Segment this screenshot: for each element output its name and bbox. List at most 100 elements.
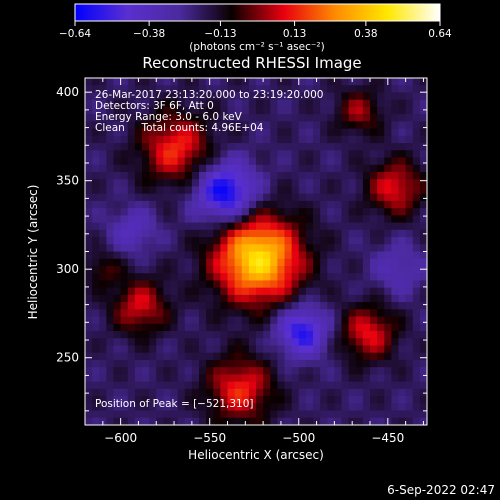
heatmap-cell xyxy=(99,208,107,216)
heatmap-cell xyxy=(306,252,314,260)
heatmap-cell xyxy=(285,186,293,194)
heatmap-cell xyxy=(85,201,93,209)
heatmap-cell xyxy=(292,143,300,151)
heatmap-cell xyxy=(349,389,357,397)
heatmap-cell xyxy=(399,121,407,129)
heatmap-cell xyxy=(292,374,300,382)
heatmap-cell xyxy=(220,273,228,281)
heatmap-cell xyxy=(263,215,271,223)
heatmap-cell xyxy=(406,302,414,310)
heatmap-cell xyxy=(277,266,285,274)
heatmap-cell xyxy=(342,85,350,93)
heatmap-cell xyxy=(384,215,392,223)
heatmap-cell xyxy=(292,382,300,390)
heatmap-cell xyxy=(270,309,278,317)
heatmap-cell xyxy=(192,418,200,426)
y-tick-label: 250 xyxy=(56,351,79,365)
heatmap-cell xyxy=(391,121,399,129)
heatmap-cell xyxy=(149,324,157,332)
heatmap-cell xyxy=(135,295,143,303)
heatmap-cell xyxy=(356,367,364,375)
heatmap-cell xyxy=(277,215,285,223)
heatmap-cell xyxy=(391,252,399,260)
heatmap-cell xyxy=(327,324,335,332)
heatmap-cell xyxy=(92,280,100,288)
heatmap-cell xyxy=(156,382,164,390)
heatmap-cell xyxy=(356,165,364,173)
heatmap-cell xyxy=(156,259,164,267)
heatmap-cell xyxy=(128,78,136,86)
heatmap-cell xyxy=(106,324,114,332)
heatmap-cell xyxy=(320,208,328,216)
heatmap-cell xyxy=(149,78,157,86)
heatmap-cell xyxy=(285,194,293,202)
heatmap-cell xyxy=(306,360,314,368)
heatmap-cell xyxy=(299,259,307,267)
heatmap-cell xyxy=(171,230,179,238)
heatmap-cell xyxy=(306,345,314,353)
heatmap-cell xyxy=(99,215,107,223)
heatmap-cell xyxy=(206,411,214,419)
heatmap-cell xyxy=(299,223,307,231)
heatmap-cell xyxy=(363,382,371,390)
heatmap-cell xyxy=(106,418,114,426)
heatmap-cell xyxy=(342,179,350,187)
heatmap-cell xyxy=(413,374,421,382)
heatmap-cell xyxy=(327,273,335,281)
heatmap-cell xyxy=(384,403,392,411)
heatmap-cell xyxy=(349,100,357,108)
heatmap-cell xyxy=(270,223,278,231)
heatmap-cell xyxy=(384,252,392,260)
heatmap-cell xyxy=(399,237,407,245)
heatmap-cell xyxy=(220,309,228,317)
heatmap-cell xyxy=(135,136,143,144)
heatmap-cell xyxy=(128,302,136,310)
heatmap-cell xyxy=(185,273,193,281)
heatmap-cell xyxy=(349,302,357,310)
heatmap-cell xyxy=(399,100,407,108)
heatmap-cell xyxy=(114,280,122,288)
heatmap-cell xyxy=(299,324,307,332)
heatmap-cell xyxy=(299,353,307,361)
heatmap-cell xyxy=(235,295,243,303)
heatmap-cell xyxy=(391,85,399,93)
heatmap-cell xyxy=(356,92,364,100)
heatmap-cell xyxy=(399,288,407,296)
heatmap-cell xyxy=(363,100,371,108)
heatmap-cell xyxy=(171,136,179,144)
heatmap-cell xyxy=(263,136,271,144)
heatmap-cell xyxy=(213,331,221,339)
heatmap-cell xyxy=(121,418,129,426)
heatmap-cell xyxy=(249,158,257,166)
heatmap-cell xyxy=(370,114,378,122)
heatmap-cell xyxy=(242,114,250,122)
heatmap-cell xyxy=(377,237,385,245)
heatmap-cell xyxy=(391,367,399,375)
heatmap-cell xyxy=(270,136,278,144)
heatmap-cell xyxy=(306,382,314,390)
heatmap-cell xyxy=(142,345,150,353)
heatmap-cell xyxy=(334,353,342,361)
heatmap-cell xyxy=(377,309,385,317)
heatmap-cell xyxy=(99,360,107,368)
heatmap-cell xyxy=(277,382,285,390)
heatmap-cell xyxy=(114,324,122,332)
heatmap-cell xyxy=(92,172,100,180)
heatmap-cell xyxy=(242,273,250,281)
heatmap-cell xyxy=(128,165,136,173)
heatmap-cell xyxy=(327,317,335,325)
heatmap-cell xyxy=(220,208,228,216)
heatmap-cell xyxy=(149,201,157,209)
heatmap-cell xyxy=(114,223,122,231)
heatmap-cell xyxy=(292,201,300,209)
heatmap-cell xyxy=(156,331,164,339)
heatmap-cell xyxy=(277,345,285,353)
heatmap-cell xyxy=(270,411,278,419)
heatmap-cell xyxy=(128,324,136,332)
heatmap-cell xyxy=(85,345,93,353)
heatmap-cell xyxy=(334,201,342,209)
heatmap-cell xyxy=(342,100,350,108)
heatmap-cell xyxy=(171,302,179,310)
heatmap-cell xyxy=(185,374,193,382)
heatmap-cell xyxy=(249,114,257,122)
